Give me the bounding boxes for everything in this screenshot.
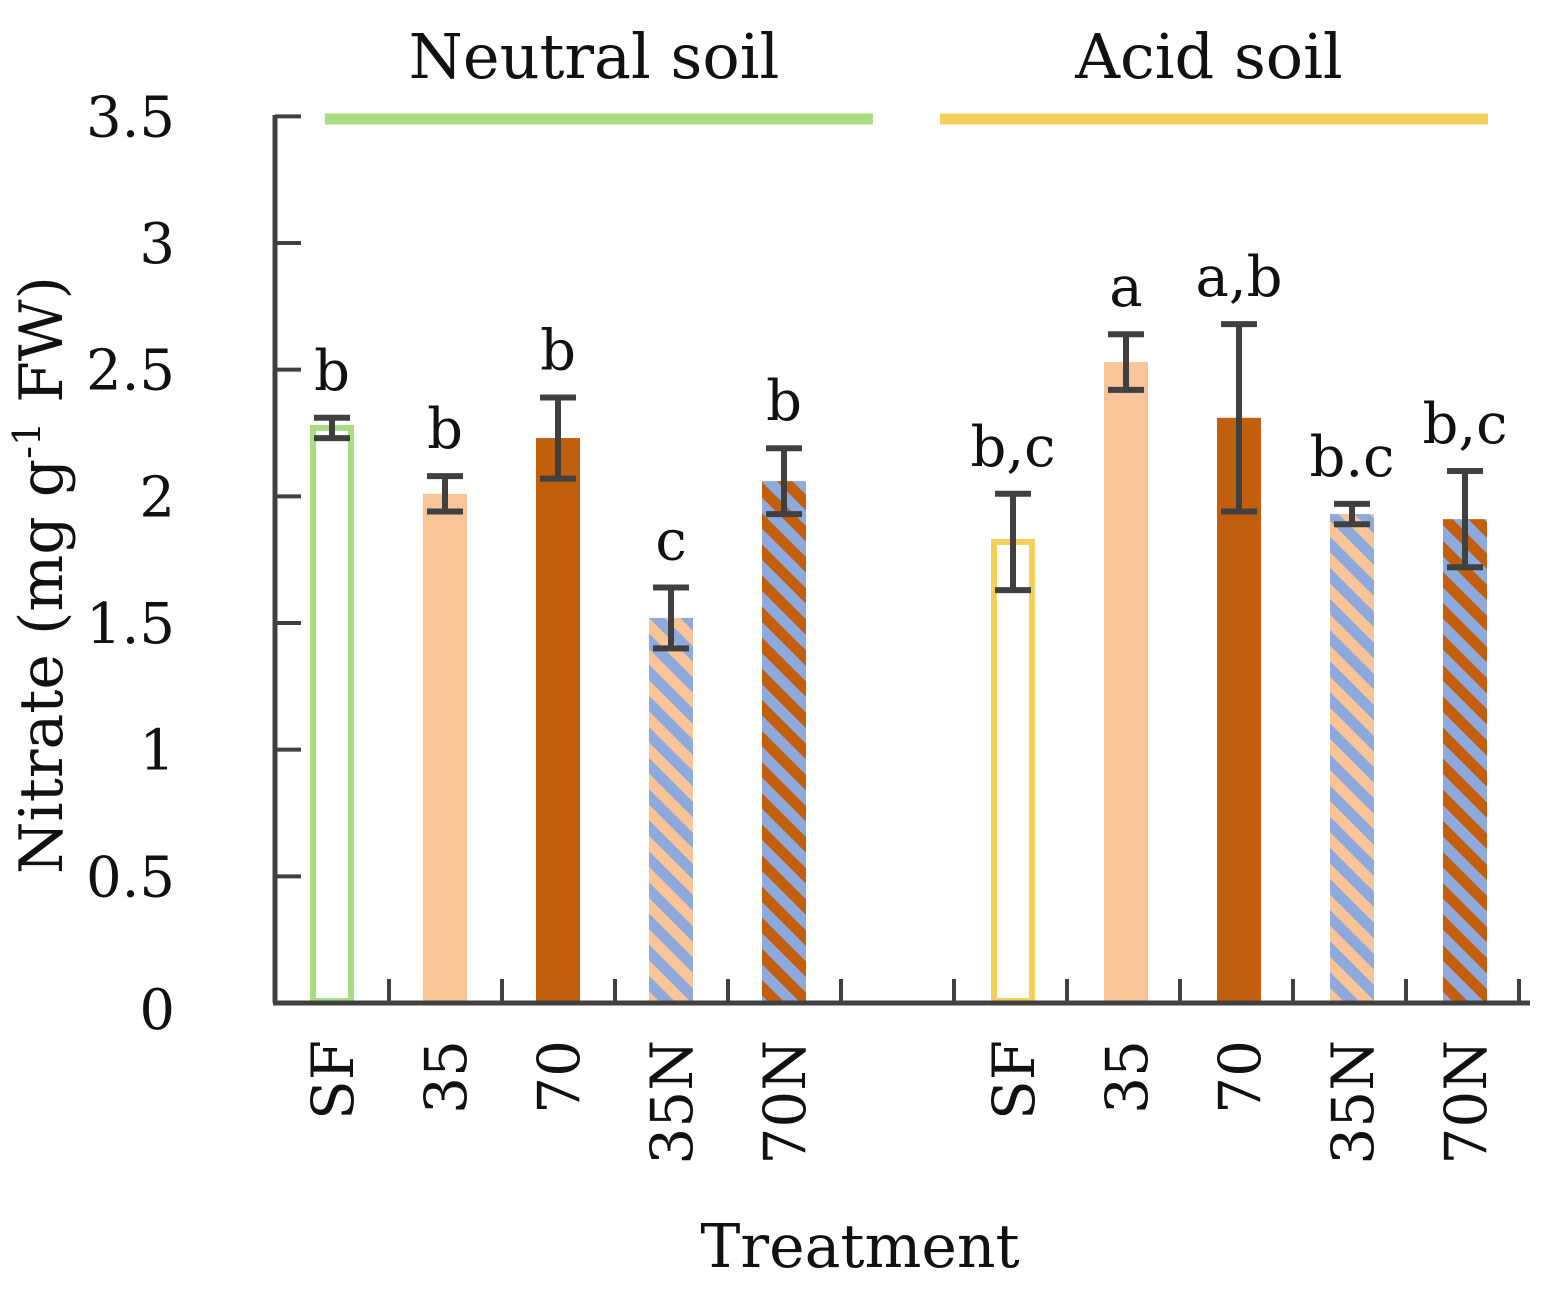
bar bbox=[649, 617, 693, 1003]
y-axis-title-tail: FW) bbox=[7, 276, 77, 422]
y-tick-label: 1 bbox=[139, 719, 175, 784]
significance-label: b bbox=[766, 369, 802, 434]
category-label: SF bbox=[299, 1040, 367, 1120]
significance-label: b bbox=[314, 339, 350, 404]
category-label: 35 bbox=[1093, 1040, 1161, 1114]
y-tick-label: 2 bbox=[139, 465, 175, 530]
significance-label: c bbox=[655, 509, 686, 574]
bar bbox=[991, 538, 1035, 1005]
y-tick-label: 0 bbox=[139, 978, 175, 1043]
category-label: 70 bbox=[1206, 1040, 1274, 1114]
significance-label: b,c bbox=[1422, 392, 1507, 457]
y-axis: 0 0.5 1 1.5 2 2.5 3 3.5 bbox=[86, 85, 301, 1043]
significance-label: a,b bbox=[1195, 245, 1282, 310]
y-tick-label: 1.5 bbox=[86, 592, 175, 657]
category-label: SF bbox=[980, 1040, 1048, 1120]
bar bbox=[536, 438, 580, 1004]
bar bbox=[310, 424, 354, 1004]
bar bbox=[423, 493, 467, 1003]
significance-label: b bbox=[540, 319, 576, 384]
category-label: 35N bbox=[1319, 1040, 1387, 1165]
significance-label: b.c bbox=[1309, 425, 1394, 490]
y-axis-title-main: Nitrate (mg g bbox=[7, 459, 77, 874]
significance-label: b,c bbox=[970, 415, 1055, 480]
bar bbox=[1443, 519, 1487, 1003]
significance-label: a bbox=[1109, 255, 1142, 320]
bars-layer: b b b c b b,c a a,b b.c b,c bbox=[310, 245, 1508, 1005]
y-axis-title: Nitrate (mg g-1 FW) bbox=[5, 276, 77, 874]
significance-label: b bbox=[427, 397, 463, 462]
y-tick-label: 3 bbox=[139, 212, 175, 277]
category-label: 70N bbox=[1432, 1040, 1500, 1165]
group-header-label: Acid soil bbox=[1074, 20, 1343, 93]
category-label: 70 bbox=[525, 1040, 593, 1114]
x-axis: SF 35 70 35N 70N SF 35 70 35N 70N bbox=[273, 979, 1530, 1165]
y-tick-label: 0.5 bbox=[86, 845, 175, 910]
x-axis-title: Treatment bbox=[700, 1212, 1019, 1282]
bar bbox=[1104, 362, 1148, 1004]
category-label: 35 bbox=[412, 1040, 480, 1114]
group-header-label: Neutral soil bbox=[409, 20, 780, 93]
y-axis-title-sup: -1 bbox=[5, 422, 49, 459]
bar bbox=[1217, 417, 1261, 1003]
group-headers: Neutral soil Acid soil bbox=[325, 20, 1488, 125]
category-label: 70N bbox=[751, 1040, 819, 1165]
y-tick-label: 2.5 bbox=[86, 339, 175, 404]
bar bbox=[762, 481, 806, 1004]
y-tick-label: 3.5 bbox=[86, 85, 175, 150]
category-label: 35N bbox=[638, 1040, 706, 1165]
bar bbox=[1330, 514, 1374, 1003]
